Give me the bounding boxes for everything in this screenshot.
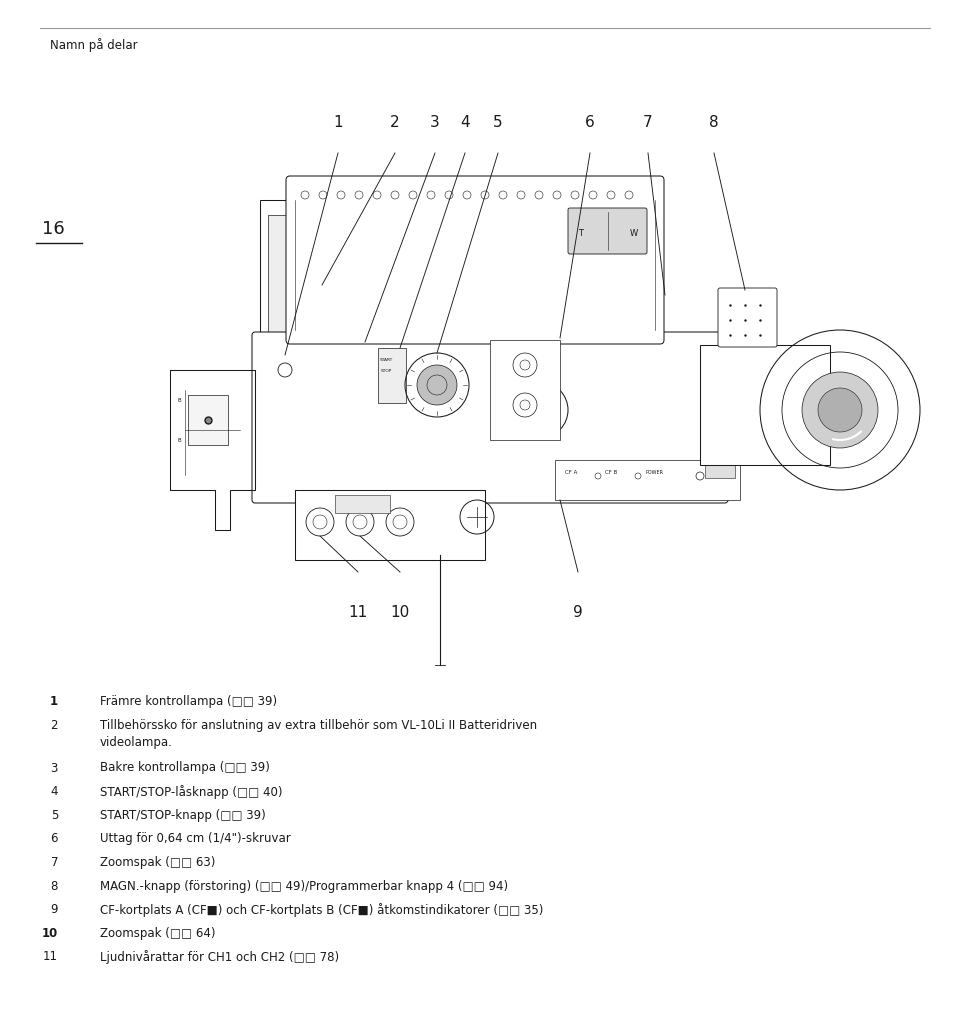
FancyBboxPatch shape	[700, 345, 830, 465]
FancyBboxPatch shape	[378, 348, 406, 403]
Text: 3: 3	[430, 115, 440, 130]
Text: 4: 4	[51, 786, 58, 798]
Text: Främre kontrollampa (□□ 39): Främre kontrollampa (□□ 39)	[100, 695, 277, 708]
Text: 5: 5	[493, 115, 503, 130]
Text: 8: 8	[709, 115, 719, 130]
Text: Zoomspak (□□ 64): Zoomspak (□□ 64)	[100, 927, 215, 940]
Text: 6: 6	[51, 832, 58, 845]
Text: videolampa.: videolampa.	[100, 736, 173, 749]
Text: 11: 11	[43, 950, 58, 963]
Text: 4: 4	[460, 115, 469, 130]
Circle shape	[535, 405, 545, 415]
FancyBboxPatch shape	[268, 215, 312, 345]
Text: 7: 7	[643, 115, 653, 130]
Text: START/STOP-låsknapp (□□ 40): START/STOP-låsknapp (□□ 40)	[100, 786, 282, 799]
FancyBboxPatch shape	[705, 462, 735, 478]
FancyBboxPatch shape	[568, 208, 647, 254]
Text: 5: 5	[51, 809, 58, 822]
FancyBboxPatch shape	[286, 176, 664, 344]
Text: 1: 1	[333, 115, 343, 130]
Circle shape	[818, 388, 862, 432]
Text: START: START	[380, 358, 394, 362]
Text: CF B: CF B	[605, 469, 617, 474]
Text: Tillbehörssko för anslutning av extra tillbehör som VL-10Li II Batteridriven: Tillbehörssko för anslutning av extra ti…	[100, 719, 538, 732]
Text: CF A: CF A	[565, 469, 577, 474]
Text: Ljudnivårattar för CH1 och CH2 (□□ 78): Ljudnivårattar för CH1 och CH2 (□□ 78)	[100, 950, 339, 964]
Text: 8: 8	[51, 880, 58, 893]
Circle shape	[802, 372, 878, 448]
Text: 9: 9	[573, 605, 583, 620]
FancyBboxPatch shape	[295, 490, 485, 560]
Text: 2: 2	[51, 719, 58, 732]
Text: 7: 7	[51, 856, 58, 869]
Text: 10: 10	[41, 927, 58, 940]
Circle shape	[417, 365, 457, 405]
Text: START/STOP-knapp (□□ 39): START/STOP-knapp (□□ 39)	[100, 809, 266, 822]
FancyBboxPatch shape	[252, 332, 728, 503]
Text: CF-kortplats A (CF■) och CF-kortplats B (CF■) åtkomstindikatorer (□□ 35): CF-kortplats A (CF■) och CF-kortplats B …	[100, 903, 543, 917]
Text: MAGN.-knapp (förstoring) (□□ 49)/Programmerbar knapp 4 (□□ 94): MAGN.-knapp (förstoring) (□□ 49)/Program…	[100, 880, 508, 893]
FancyBboxPatch shape	[335, 495, 390, 513]
Text: 11: 11	[348, 605, 368, 620]
Text: T: T	[578, 229, 583, 239]
FancyBboxPatch shape	[490, 340, 560, 440]
Text: 1: 1	[50, 695, 58, 708]
FancyBboxPatch shape	[188, 395, 228, 445]
FancyBboxPatch shape	[555, 460, 740, 500]
Text: 3: 3	[51, 761, 58, 774]
FancyBboxPatch shape	[260, 200, 322, 395]
Text: POWER: POWER	[645, 469, 663, 474]
Text: 10: 10	[391, 605, 410, 620]
Text: 9: 9	[51, 903, 58, 916]
Text: 16: 16	[42, 220, 64, 238]
Text: Bakre kontrollampa (□□ 39): Bakre kontrollampa (□□ 39)	[100, 761, 270, 774]
Circle shape	[287, 341, 295, 349]
Text: 2: 2	[390, 115, 399, 130]
Text: Uttag för 0,64 cm (1/4")-skruvar: Uttag för 0,64 cm (1/4")-skruvar	[100, 832, 291, 845]
Text: STOP: STOP	[381, 369, 393, 373]
Text: B: B	[178, 438, 181, 443]
Text: 6: 6	[586, 115, 595, 130]
Text: Namn på delar: Namn på delar	[50, 38, 137, 52]
Text: Zoomspak (□□ 63): Zoomspak (□□ 63)	[100, 856, 215, 869]
FancyBboxPatch shape	[718, 288, 777, 347]
Text: B: B	[178, 398, 181, 403]
Text: W: W	[630, 229, 638, 239]
